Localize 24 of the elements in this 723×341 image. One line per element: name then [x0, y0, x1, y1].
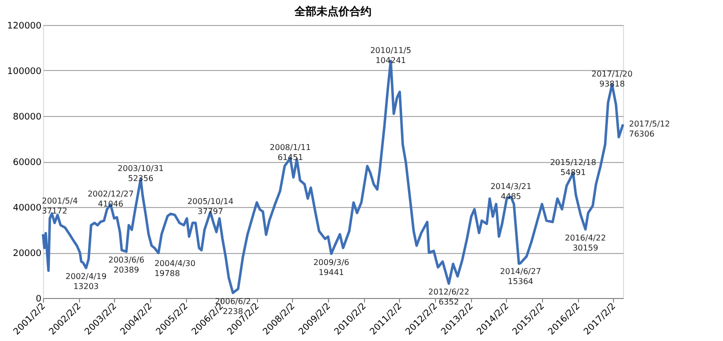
annotation: 2002/12/27 41046 [88, 190, 134, 209]
annotation: 2004/4/30 19788 [154, 258, 196, 278]
y-tick-label: 80000 [12, 112, 42, 122]
y-tick-label: 60000 [12, 158, 42, 168]
annotation: 2005/10/14 37797 [187, 197, 234, 216]
annotation: 2001/5/4 37172 [42, 196, 78, 216]
y-tick-label: 120000 [7, 22, 42, 32]
annotation: 2017/1/20 93818 [592, 70, 633, 89]
annotation: 2003/6/6 20389 [108, 256, 144, 275]
annotation: 2002/4/19 13203 [66, 272, 107, 291]
annotation: 2015/12/18 54891 [550, 158, 596, 178]
annotation: 2010/11/5 104241 [370, 46, 412, 65]
chart-title: 全部未点价合约 [294, 5, 372, 18]
annotation: 2009/3/6 19441 [313, 258, 350, 277]
y-tick-label: 0 [36, 294, 42, 304]
annotation: 2016/4/22 30159 [564, 233, 606, 252]
annotation: 2014/6/27 15364 [500, 267, 542, 286]
y-tick-label: 20000 [12, 249, 42, 259]
y-tick-label: 100000 [7, 67, 42, 77]
annotation: 2014/3/21 4485 [490, 182, 532, 201]
annotation: 2008/1/11 61451 [270, 143, 311, 162]
annotation: 2017/5/12 76306 [629, 119, 670, 138]
y-tick-label: 40000 [12, 204, 42, 214]
annotation: 2003/10/31 52356 [118, 164, 164, 183]
